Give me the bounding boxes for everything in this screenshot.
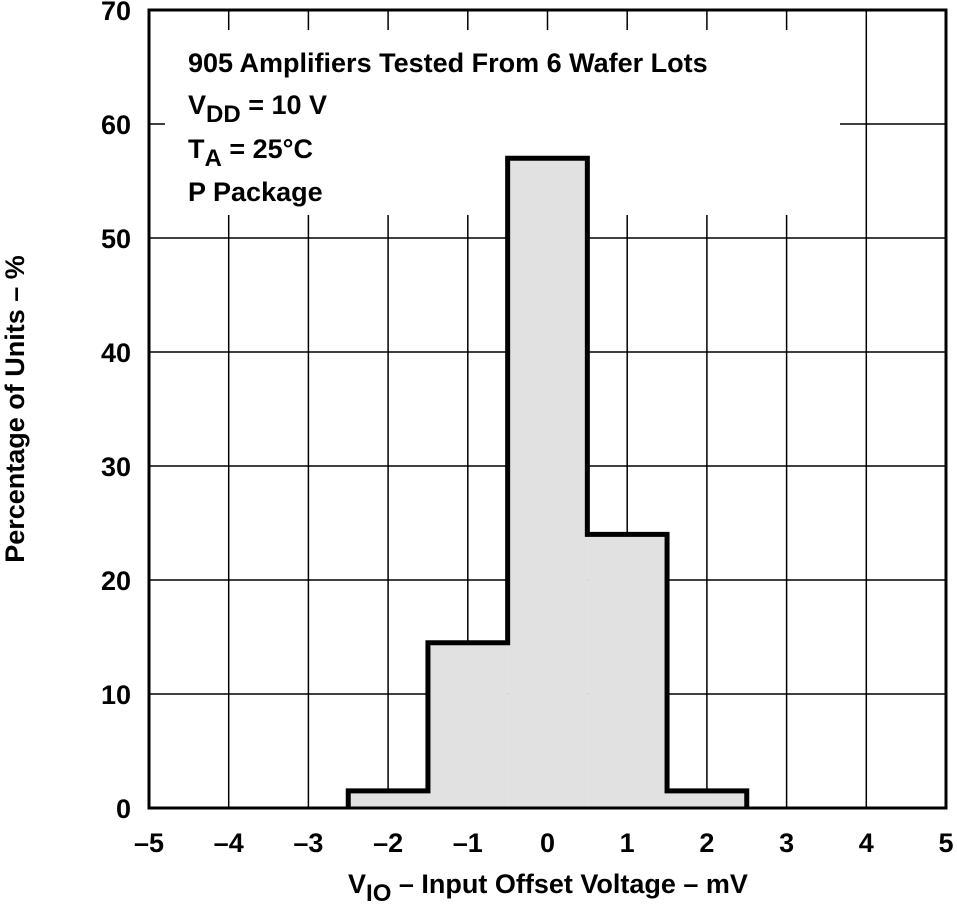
y-tick-label: 50 <box>101 224 131 254</box>
histogram-bar <box>348 790 428 808</box>
histogram-bar <box>427 642 508 808</box>
x-tick-label: –3 <box>293 828 323 858</box>
x-tick-label: 5 <box>938 828 953 858</box>
x-tick-label: 4 <box>859 828 874 858</box>
annotation-line-4: P Package <box>188 177 323 207</box>
annotation-line-2: VDD = 10 V <box>188 90 327 128</box>
x-tick-label: 0 <box>540 828 555 858</box>
annotation-line-3: TA = 25°C <box>188 134 313 172</box>
y-tick-label: 40 <box>101 338 131 368</box>
y-tick-label: 10 <box>101 680 131 710</box>
histogram-bar <box>507 158 588 808</box>
histogram-bar <box>667 790 747 808</box>
x-tick-label: –4 <box>214 828 244 858</box>
y-tick-label: 70 <box>101 0 131 26</box>
annotation-background <box>165 30 840 215</box>
x-tick-label: 3 <box>779 828 794 858</box>
x-tick-label: –5 <box>134 828 164 858</box>
histogram-bar <box>587 534 668 808</box>
x-axis-label: VIO – Input Offset Voltage – mV <box>348 869 748 904</box>
y-tick-label: 30 <box>101 452 131 482</box>
x-tick-label: –1 <box>453 828 483 858</box>
plot-frame <box>147 8 948 810</box>
x-tick-label: 2 <box>699 828 714 858</box>
y-tick-labels: 0 10 20 30 40 50 60 70 <box>101 0 131 824</box>
y-axis-label: Percentage of Units – % <box>0 255 30 563</box>
y-tick-label: 60 <box>101 110 131 140</box>
annotation-line-1: 905 Amplifiers Tested From 6 Wafer Lots <box>188 48 708 78</box>
x-tick-label: 1 <box>620 828 635 858</box>
x-tick-labels: –5 –4 –3 –2 –1 0 1 2 3 4 5 <box>134 828 954 858</box>
x-tick-label: –2 <box>373 828 403 858</box>
y-tick-label: 20 <box>101 566 131 596</box>
y-tick-label: 0 <box>116 794 131 824</box>
bars <box>345 155 750 808</box>
histogram-outline <box>345 155 750 808</box>
